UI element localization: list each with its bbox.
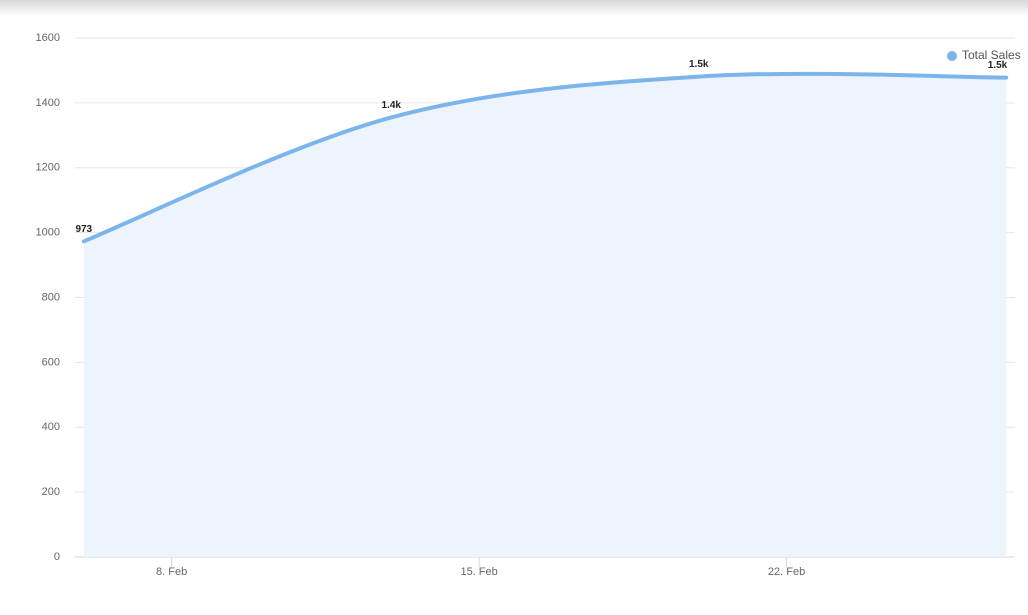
data-label: 1.5k (988, 60, 1008, 71)
y-tick-label: 200 (42, 486, 60, 498)
y-tick-label: 1200 (36, 162, 60, 174)
y-tick-label: 1400 (36, 97, 60, 109)
y-tick-label: 600 (42, 356, 60, 368)
data-label: 1.5k (689, 59, 709, 70)
x-tick-label: 15. Feb (460, 566, 497, 578)
x-tick-label: 22. Feb (768, 566, 805, 578)
area (83, 73, 1007, 557)
y-tick-label: 400 (42, 421, 60, 433)
y-tick-label: 1000 (36, 227, 60, 239)
plot: 0 200 400 600 800 1000 1200 1400 1600 8. Feb 15. F… (36, 32, 1021, 578)
top-shadow (0, 0, 1028, 16)
data-label: 973 (75, 224, 92, 235)
legend-label: Total Sales (962, 48, 1021, 62)
line (81, 71, 1009, 244)
y-tick-label: 1600 (36, 32, 60, 44)
y-tick-label: 0 (54, 551, 60, 563)
y-tick-label: 800 (42, 291, 60, 303)
legend-marker (947, 51, 957, 61)
x-tick-label: 8. Feb (156, 566, 187, 578)
data-label: 1.4k (382, 100, 402, 111)
